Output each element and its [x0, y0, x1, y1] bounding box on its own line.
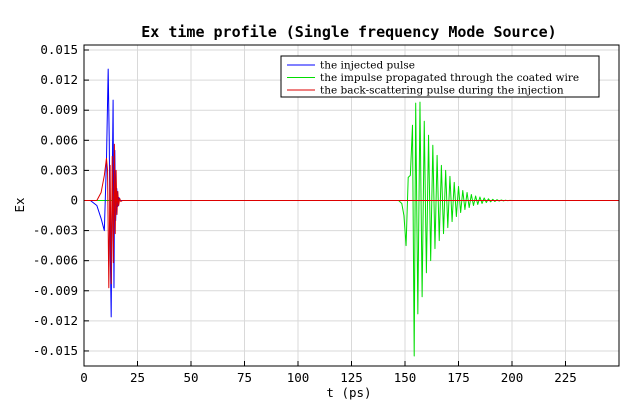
y-tick-label: -0.003: [33, 223, 78, 238]
y-tick-label: -0.009: [33, 283, 78, 298]
x-tick-label: 225: [554, 370, 577, 385]
chart-title: Ex time profile (Single frequency Mode S…: [141, 23, 556, 41]
legend-entry-0: the injected pulse: [320, 60, 415, 72]
series-line-2: [84, 143, 619, 289]
y-tick-label: -0.012: [33, 313, 78, 328]
x-tick-label: 100: [287, 370, 310, 385]
x-axis-label: t (ps): [326, 385, 371, 400]
y-tick-label: -0.015: [33, 343, 78, 358]
y-tick-label: 0.015: [40, 42, 78, 57]
x-tick-label: 75: [237, 370, 252, 385]
series-line-1: [84, 101, 619, 357]
data-series: [84, 68, 619, 357]
grid: [83, 45, 619, 366]
x-tick-label: 150: [394, 370, 417, 385]
x-tick-label: 0: [80, 370, 88, 385]
x-axis-ticks: 0 25 50 75 100 125 150 175 200 225: [80, 361, 577, 385]
y-tick-label: -0.006: [33, 253, 78, 268]
plot-frame: [83, 44, 620, 367]
y-tick-label: 0.006: [40, 132, 78, 147]
y-tick-label: 0.009: [40, 102, 78, 117]
legend-entry-2: the back-scattering pulse during the inj…: [320, 85, 564, 97]
y-tick-label: 0.003: [40, 162, 78, 177]
x-tick-label: 125: [340, 370, 363, 385]
y-tick-label: 0: [70, 192, 78, 207]
legend-box: [280, 55, 600, 98]
x-tick-label: 175: [447, 370, 470, 385]
x-tick-label: 50: [183, 370, 198, 385]
x-tick-label: 200: [501, 370, 524, 385]
legend-entry-1: the impulse propagated through the coate…: [320, 72, 579, 84]
y-axis-ticks: 0.015 0.012 0.009 0.006 0.003 0 -0.003 -0.006 -0…: [33, 42, 89, 358]
y-tick-label: 0.012: [40, 72, 78, 87]
x-tick-label: 25: [130, 370, 145, 385]
y-axis-label: Ex: [12, 197, 27, 213]
